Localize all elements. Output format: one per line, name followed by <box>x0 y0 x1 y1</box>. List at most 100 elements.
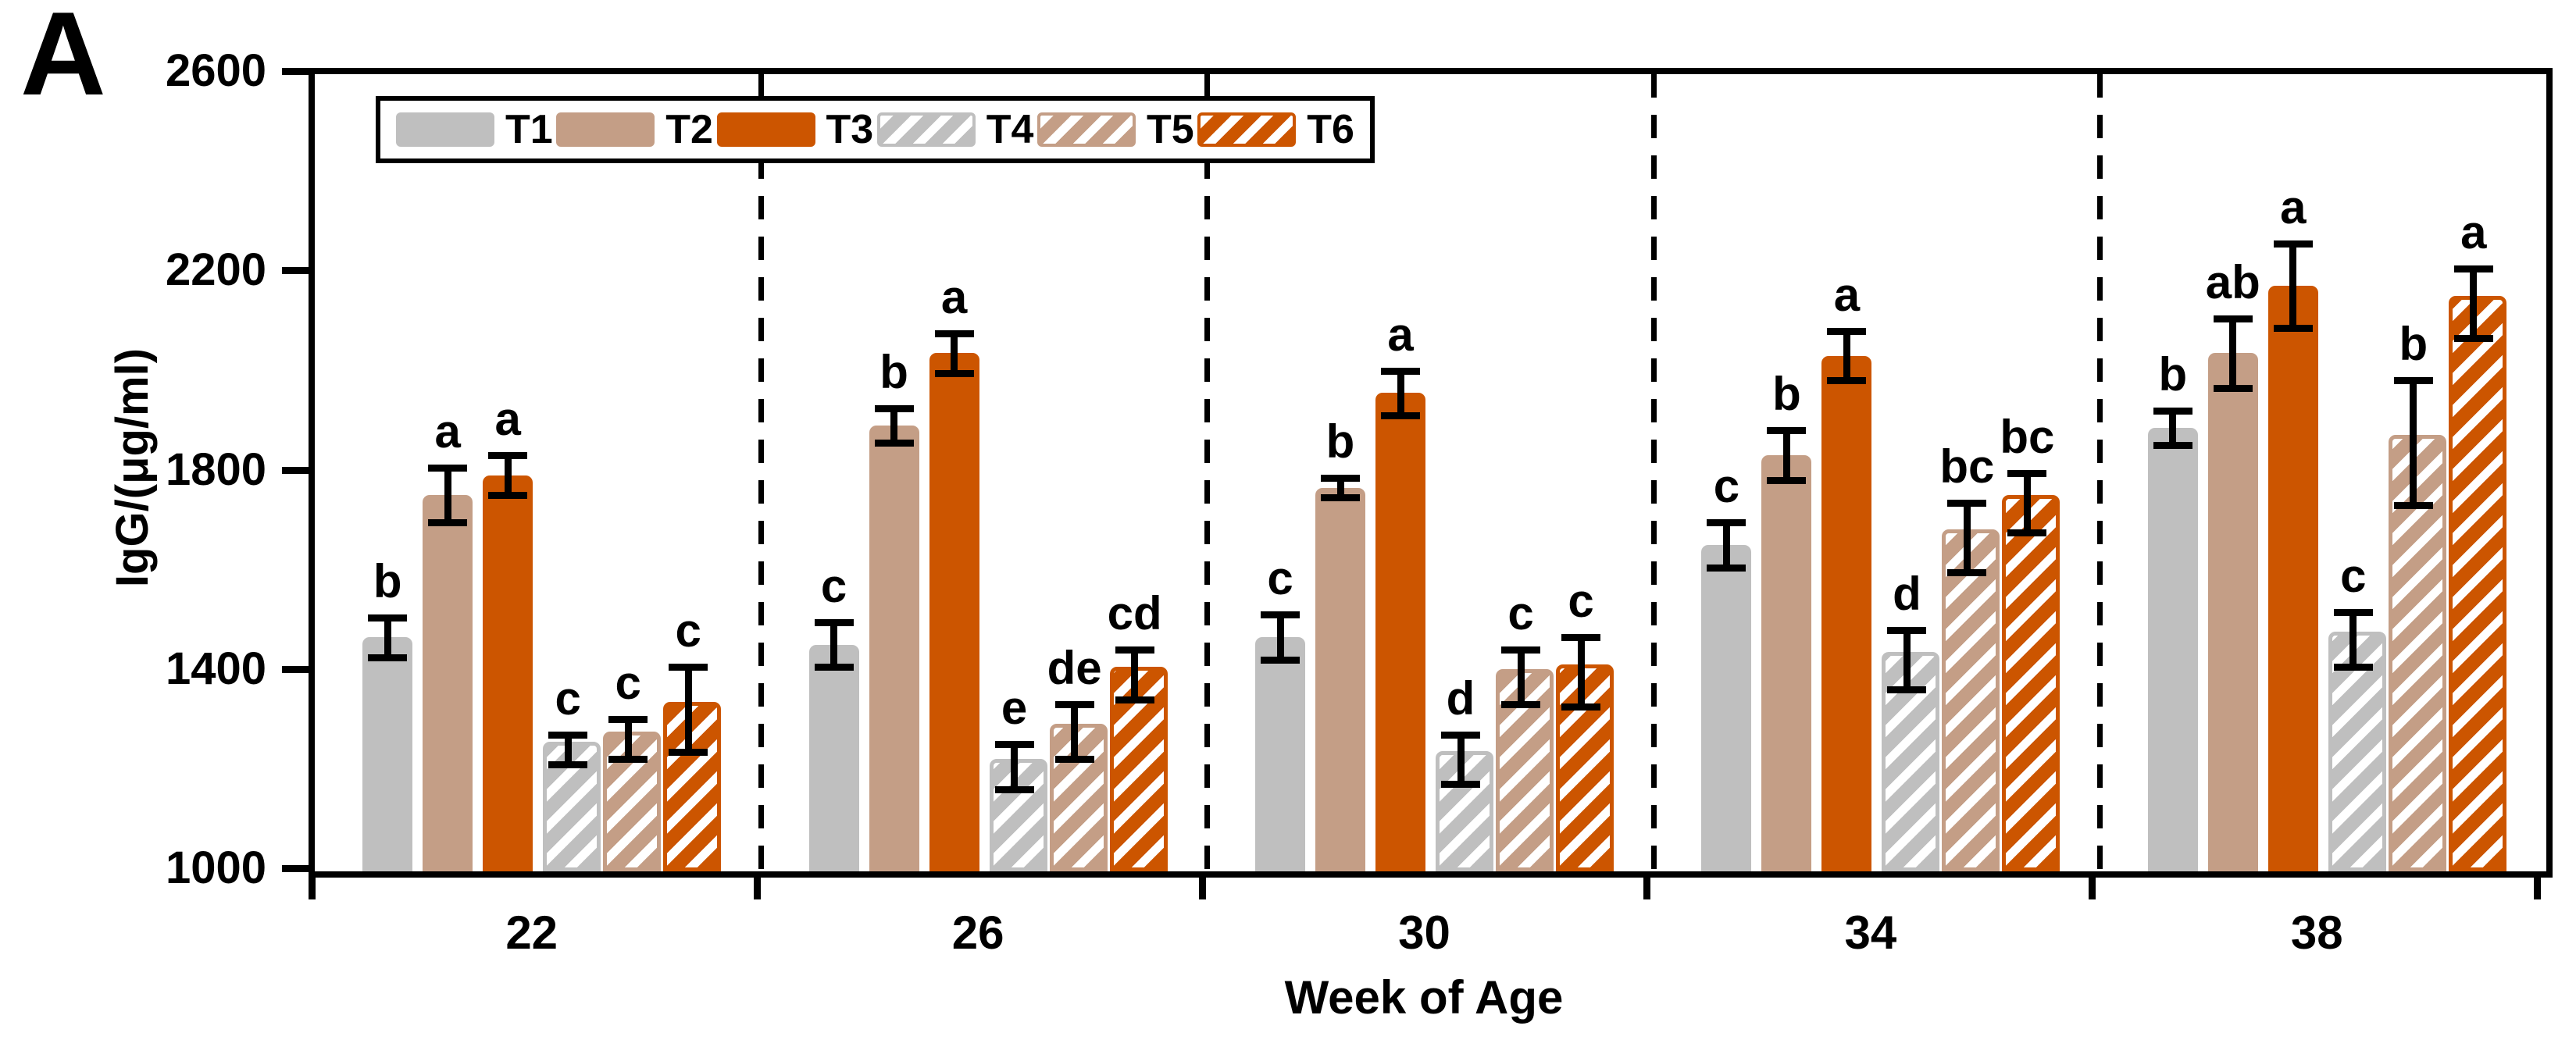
significance-letter: c <box>675 604 701 657</box>
bar-t4-week-34 <box>1882 651 1940 871</box>
error-bar <box>2349 612 2357 668</box>
error-bar <box>624 719 632 760</box>
error-bar <box>1336 477 1344 498</box>
significance-letter: b <box>373 554 402 607</box>
legend-label-t1: T1 <box>505 107 553 152</box>
error-bar <box>564 734 572 764</box>
legend-entry-t1: T1 <box>396 106 553 153</box>
error-bar-cap-top <box>2153 407 2192 415</box>
y-tick-label: 2600 <box>165 45 266 96</box>
error-bar-cap-bottom <box>874 440 914 447</box>
legend-swatch-t2 <box>556 112 655 147</box>
error-bar-cap-bottom <box>1707 564 1746 572</box>
error-bar-cap-top <box>608 716 648 724</box>
error-bar <box>1963 502 1971 573</box>
error-bar-cap-bottom <box>1115 696 1154 703</box>
error-bar-cap-bottom <box>368 654 408 661</box>
bar-t1-week-30 <box>1255 637 1305 871</box>
significance-letter: de <box>1047 642 1102 695</box>
significance-letter: d <box>1446 671 1475 725</box>
error-bar-cap-bottom <box>1261 656 1300 664</box>
error-bar-cap-top <box>1947 499 1987 507</box>
error-bar-cap-bottom <box>1381 412 1420 420</box>
error-bar <box>384 617 391 657</box>
bar-t3-week-22 <box>483 475 533 871</box>
significance-letter: c <box>2340 550 2367 603</box>
error-bar-cap-bottom <box>1767 477 1807 485</box>
error-bar-cap-top <box>1381 367 1420 375</box>
bar-t2-week-22 <box>423 495 473 871</box>
error-bar <box>1397 370 1404 416</box>
error-bar <box>504 455 512 496</box>
significance-letter: b <box>2399 318 2428 371</box>
error-bar-cap-bottom <box>608 756 648 764</box>
significance-letter: ab <box>2205 255 2260 308</box>
error-bar-cap-bottom <box>1561 703 1600 711</box>
bar-t3-week-30 <box>1375 393 1425 871</box>
bar-t6-week-34 <box>2002 494 2060 871</box>
error-bar <box>1843 330 1850 381</box>
error-bar-cap-bottom <box>1054 756 1094 764</box>
error-bar-cap-bottom <box>1441 781 1480 789</box>
error-bar-cap-bottom <box>2333 664 2373 671</box>
significance-letter: cd <box>1107 587 1162 640</box>
significance-letter: d <box>1893 567 1921 620</box>
error-bar-cap-top <box>994 741 1034 749</box>
error-bar-cap-bottom <box>934 369 974 377</box>
significance-letter: a <box>434 405 461 458</box>
bar-t2-week-30 <box>1315 487 1365 871</box>
error-bar <box>890 408 898 443</box>
error-bar <box>1276 614 1284 660</box>
y-axis-tick <box>282 466 309 474</box>
bar-t2-week-34 <box>1761 455 1812 871</box>
x-axis-title: Week of Age <box>1284 971 1564 1024</box>
legend-swatch-t6 <box>1197 112 1297 147</box>
significance-letter: c <box>1267 552 1293 605</box>
error-bar <box>444 468 451 523</box>
y-axis-tick <box>282 267 309 275</box>
error-bar-cap-bottom <box>1887 686 1927 694</box>
error-bar-cap-top <box>1441 731 1480 739</box>
significance-letter: a <box>2460 205 2487 258</box>
legend-label-t6: T6 <box>1307 107 1354 152</box>
error-bar-cap-top <box>1887 626 1927 634</box>
error-bar-cap-top <box>669 664 708 671</box>
error-bar-cap-top <box>934 329 974 337</box>
bar-t4-week-22 <box>543 741 601 871</box>
error-bar <box>951 333 958 373</box>
error-bar-cap-top <box>1707 519 1746 527</box>
error-bar-cap-top <box>1561 634 1600 642</box>
panel-label: A <box>20 0 106 120</box>
legend-label-t2: T2 <box>665 107 713 152</box>
bar-t2-week-38 <box>2207 353 2258 871</box>
significance-letter: b <box>879 345 908 398</box>
bar-t5-week-22 <box>603 731 662 871</box>
error-bar-cap-bottom <box>2273 325 2313 333</box>
x-category-label: 26 <box>951 906 1004 959</box>
legend-entry-t6: T6 <box>1197 106 1354 153</box>
y-axis-tick <box>282 665 309 673</box>
bar-t3-week-34 <box>1821 355 1872 871</box>
bar-t1-week-26 <box>808 644 859 871</box>
error-bar <box>2410 380 2417 505</box>
y-tick-label: 1000 <box>165 842 266 893</box>
error-bar-cap-bottom <box>814 664 854 671</box>
group-separator-line <box>1650 74 1657 871</box>
error-bar <box>2169 410 2177 446</box>
x-axis-tick <box>2534 871 2541 899</box>
error-bar <box>1457 734 1465 785</box>
bar-t5-week-34 <box>1942 529 2000 871</box>
error-bar-cap-top <box>548 731 588 739</box>
bar-t4-week-38 <box>2328 632 2386 871</box>
error-bar <box>2023 472 2031 533</box>
bar-t4-week-26 <box>989 759 1047 871</box>
group-separator-line <box>1204 74 1211 871</box>
error-bar-cap-bottom <box>548 760 588 768</box>
error-bar-cap-bottom <box>2153 442 2192 450</box>
bar-t5-week-38 <box>2388 435 2446 871</box>
bar-t1-week-34 <box>1701 545 1752 871</box>
significance-letter: c <box>1713 460 1740 513</box>
error-bar-cap-top <box>1827 327 1867 335</box>
error-bar-cap-top <box>488 452 528 460</box>
error-bar <box>2470 268 2478 339</box>
